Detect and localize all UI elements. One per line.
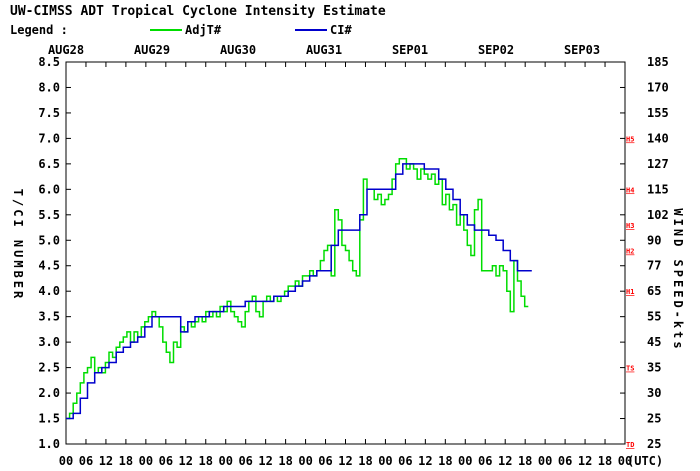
x-tick-label: 18	[358, 454, 372, 468]
wind-tick-label: 140	[647, 131, 669, 145]
x-tick-label: 00	[139, 454, 153, 468]
x-tick-label: 00	[298, 454, 312, 468]
y-tick-label: 7.0	[38, 131, 60, 145]
category-h1: H1	[626, 288, 634, 296]
wind-tick-label: 102	[647, 208, 669, 222]
y-tick-label: 3.0	[38, 335, 60, 349]
x-tick-label: 00	[538, 454, 552, 468]
x-tick-label: 00	[458, 454, 472, 468]
y-tick-label: 1.0	[38, 437, 60, 451]
date-labels: AUG28 AUG29 AUG30 AUG31 SEP01 SEP02 SEP03	[48, 43, 600, 57]
y-tick-label: 5.5	[38, 208, 60, 222]
y-tick-label: 3.5	[38, 310, 60, 324]
wind-tick-label: 170	[647, 80, 669, 94]
category-h4: H4	[626, 186, 634, 194]
x-tick-label: 00	[618, 454, 632, 468]
x-tick-label: 06	[79, 454, 93, 468]
y-axis-label: T/CI NUMBER	[11, 189, 25, 301]
legend-label: Legend :	[10, 23, 68, 37]
date-label: SEP02	[478, 43, 514, 57]
x-tick-label: 18	[438, 454, 452, 468]
x-tick-label: 06	[558, 454, 572, 468]
y-tick-label: 2.0	[38, 386, 60, 400]
wind-tick-label: 35	[647, 361, 661, 375]
wind-tick-label: 65	[647, 284, 661, 298]
date-label: AUG31	[306, 43, 342, 57]
y-tick-label: 1.5	[38, 412, 60, 426]
wind-tick-label: 30	[647, 386, 661, 400]
date-label: AUG30	[220, 43, 256, 57]
legend-entry-1: CI#	[330, 23, 352, 37]
y-axis-right: 25 25 30 35 45 55 65 77 90 102 115 127 140 155 170 185	[620, 55, 669, 451]
category-h3: H3	[626, 222, 634, 230]
x-tick-label: 18	[518, 454, 532, 468]
x-tick-label: 18	[278, 454, 292, 468]
series-line-adjt	[66, 158, 529, 420]
x-tick-label: 12	[179, 454, 193, 468]
wind-tick-label: 55	[647, 310, 661, 324]
x-tick-label: 00	[59, 454, 73, 468]
wind-tick-label: 77	[647, 259, 661, 273]
x-tick-label: 12	[258, 454, 272, 468]
x-tick-label: 06	[478, 454, 492, 468]
x-tick-label: 18	[598, 454, 612, 468]
y-axis-left: 1.0 1.5 2.0 2.5 3.0 3.5 4.0 4.5 5.0 5.5 6.0 6.5 7.0 7…	[38, 55, 71, 451]
x-tick-label: 06	[159, 454, 173, 468]
y-tick-label: 4.5	[38, 259, 60, 273]
category-td: TD	[626, 441, 634, 449]
wind-tick-label: 45	[647, 335, 661, 349]
date-label: AUG28	[48, 43, 84, 57]
y2-axis-label: WIND SPEED-kts	[671, 208, 685, 351]
x-tick-label: 06	[238, 454, 252, 468]
x-tick-label: 00	[218, 454, 232, 468]
category-h5: H5	[626, 135, 634, 143]
x-axis: 00 06 12 18 00 06 12 18 00 06 12 18 00 06 12 18 00 06 12 18…	[59, 62, 663, 468]
wind-tick-label: 155	[647, 106, 669, 120]
y-tick-label: 2.5	[38, 361, 60, 375]
wind-tick-label: 25	[647, 412, 661, 426]
y-tick-label: 7.5	[38, 106, 60, 120]
category-markers: TD TS H1 H2 H3 H4 H5	[626, 135, 634, 449]
x-tick-label: 18	[119, 454, 133, 468]
legend-entry-0: AdjT#	[185, 23, 222, 37]
date-label: AUG29	[134, 43, 170, 57]
x-tick-label: 12	[498, 454, 512, 468]
x-tick-label: 12	[578, 454, 592, 468]
x-tick-label: 12	[338, 454, 352, 468]
y-tick-label: 4.0	[38, 284, 60, 298]
date-label: SEP01	[392, 43, 428, 57]
wind-tick-label: 127	[647, 157, 669, 171]
x-tick-label: 12	[99, 454, 113, 468]
wind-tick-label: 25	[647, 437, 661, 451]
y-tick-label: 8.0	[38, 80, 60, 94]
legend: AdjT# CI#	[150, 23, 352, 37]
y-tick-label: 8.5	[38, 55, 60, 69]
date-label: SEP03	[564, 43, 600, 57]
y-tick-label: 6.0	[38, 182, 60, 196]
x-tick-label: 06	[318, 454, 332, 468]
wind-tick-label: 115	[647, 182, 669, 196]
wind-tick-label: 185	[647, 55, 669, 69]
y-tick-label: 6.5	[38, 157, 60, 171]
series-lines	[66, 158, 532, 420]
series-line-ci	[66, 163, 532, 420]
x-tick-label: 00	[378, 454, 392, 468]
x-unit-label: (UTC)	[627, 454, 663, 468]
y-tick-label: 5.0	[38, 233, 60, 247]
x-tick-label: 12	[418, 454, 432, 468]
x-tick-label: 06	[398, 454, 412, 468]
x-tick-label: 18	[199, 454, 213, 468]
wind-tick-label: 90	[647, 233, 661, 247]
chart-title: UW-CIMSS ADT Tropical Cyclone Intensity …	[10, 4, 386, 19]
category-ts: TS	[626, 365, 634, 373]
category-h2: H2	[626, 247, 634, 255]
